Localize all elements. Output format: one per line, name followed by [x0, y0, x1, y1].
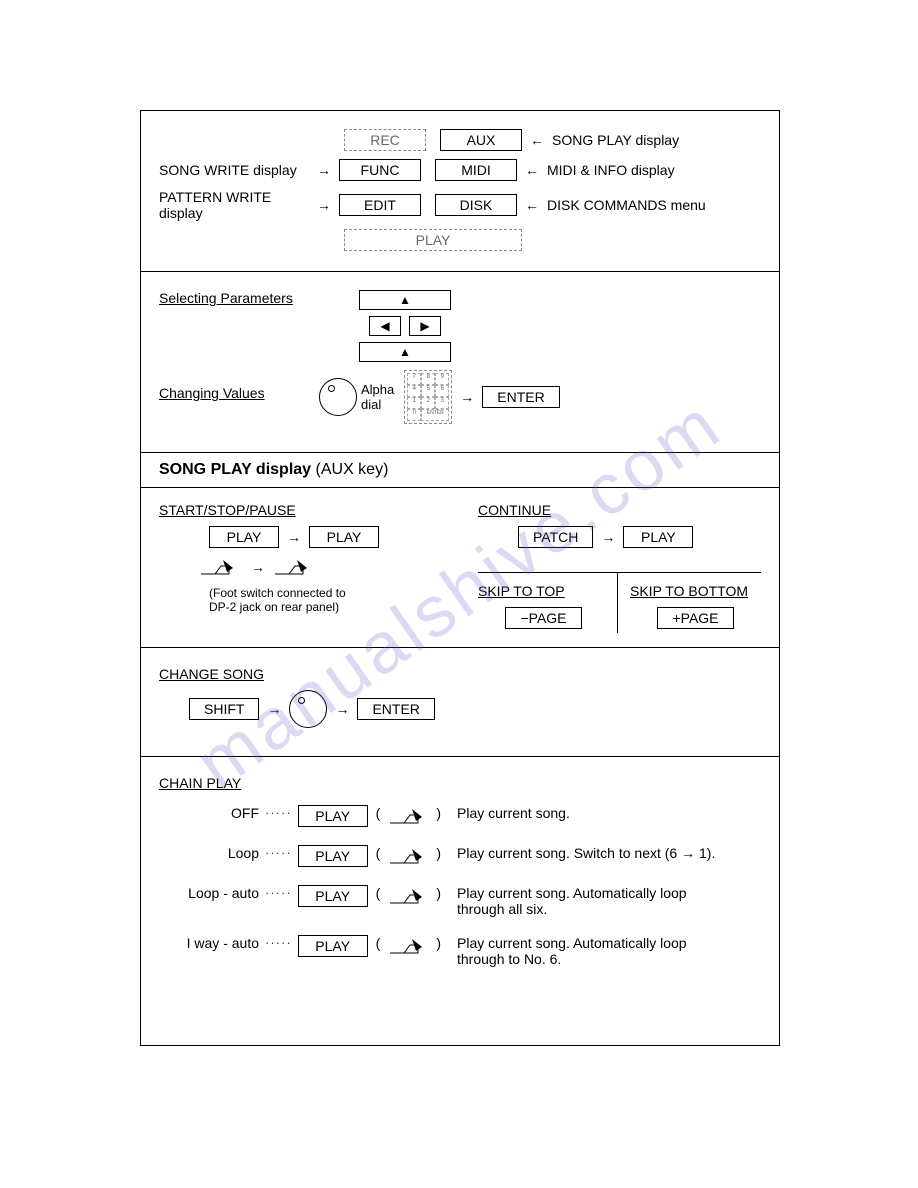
heading-start-stop-pause: START/STOP/PAUSE	[159, 502, 442, 518]
heading-changing-values: Changing Values	[159, 385, 319, 401]
chain-mode-label: OFF	[179, 805, 259, 821]
arrow-right-icon: →	[267, 701, 281, 717]
heading-selecting-params: Selecting Parameters	[159, 290, 359, 306]
section-song-play-header: SONG PLAY display (AUX key)	[141, 453, 779, 488]
footnote-line2: DP-2 jack on rear panel)	[209, 600, 442, 614]
play-button[interactable]: PLAY	[298, 935, 368, 957]
chain-mode-desc: Play current song. Switch to next (6 → 1…	[457, 845, 715, 861]
alpha-dial-icon[interactable]	[289, 690, 327, 728]
play-button[interactable]: PLAY	[298, 845, 368, 867]
label-alpha: Alpha	[361, 382, 394, 397]
chain-mode-desc: Play current song. Automatically loop th…	[457, 935, 717, 967]
heading-skip-to-top: SKIP TO TOP	[478, 583, 609, 599]
minus-page-button[interactable]: −PAGE	[505, 607, 581, 629]
heading-aux-key: (AUX key)	[311, 461, 388, 478]
chain-mode-label: Loop	[179, 845, 259, 861]
enter-button[interactable]: ENTER	[482, 386, 559, 408]
keypad-icon[interactable]: 789 456 123 0ENTER	[404, 370, 452, 424]
chain-mode-desc: Play current song. Automatically loop th…	[457, 885, 717, 917]
enter-button[interactable]: ENTER	[357, 698, 434, 720]
arrow-right-icon: →	[317, 197, 331, 213]
heading-chain-play: CHAIN PLAY	[159, 775, 761, 791]
func-button[interactable]: FUNC	[339, 159, 421, 181]
section-change-song: CHANGE SONG SHIFT → → ENTER	[141, 648, 779, 757]
footswitch-icon	[388, 845, 432, 867]
arrow-left-button[interactable]: ◀	[369, 316, 401, 336]
footswitch-icon	[388, 805, 432, 827]
play-button[interactable]: PLAY	[298, 885, 368, 907]
arrow-right-icon: →	[287, 529, 301, 545]
footswitch-icon	[388, 885, 432, 907]
arrow-left-icon: ←	[525, 162, 539, 178]
manual-page: REC AUX ← SONG PLAY display SONG WRITE d…	[140, 110, 780, 1046]
rec-button[interactable]: REC	[344, 129, 426, 151]
chain-play-row: Loop - auto·····PLAY()Play current song.…	[179, 885, 761, 917]
footnote-line1: (Foot switch connected to	[209, 586, 442, 600]
label-midi-info: MIDI & INFO display	[547, 162, 675, 178]
section-selecting-params: Selecting Parameters ▲ ◀ ▶ ▲ Changing Va…	[141, 272, 779, 453]
label-song-write: SONG WRITE display	[159, 162, 309, 178]
arrow-right-icon: →	[317, 162, 331, 178]
arrow-right-icon: →	[601, 529, 615, 545]
chain-play-row: I way - auto·····PLAY()Play current song…	[179, 935, 761, 967]
section-mode-buttons: REC AUX ← SONG PLAY display SONG WRITE d…	[141, 111, 779, 272]
arrow-right-icon: →	[251, 559, 265, 575]
arrow-down-button[interactable]: ▲	[359, 342, 451, 362]
arrow-right-button[interactable]: ▶	[409, 316, 441, 336]
chain-play-row: OFF·····PLAY()Play current song.	[179, 805, 761, 827]
play-button[interactable]: PLAY	[298, 805, 368, 827]
heading-song-play-display: SONG PLAY display	[159, 461, 311, 478]
midi-button[interactable]: MIDI	[435, 159, 517, 181]
footswitch-icon	[273, 556, 317, 578]
shift-button[interactable]: SHIFT	[189, 698, 259, 720]
label-song-play: SONG PLAY display	[552, 132, 679, 148]
footswitch-icon	[388, 935, 432, 957]
label-disk-cmds: DISK COMMANDS menu	[547, 197, 706, 213]
arrow-left-icon: ←	[525, 197, 539, 213]
play-mode-button[interactable]: PLAY	[344, 229, 522, 251]
heading-continue: CONTINUE	[478, 502, 761, 518]
arrow-up-button[interactable]: ▲	[359, 290, 451, 310]
patch-button[interactable]: PATCH	[518, 526, 593, 548]
chain-mode-desc: Play current song.	[457, 805, 570, 821]
play-button[interactable]: PLAY	[309, 526, 379, 548]
chain-play-row: Loop·····PLAY()Play current song. Switch…	[179, 845, 761, 867]
footswitch-icon	[199, 556, 243, 578]
chain-mode-label: I way - auto	[179, 935, 259, 951]
label-dial: dial	[361, 397, 381, 412]
arrow-right-icon: →	[335, 701, 349, 717]
arrow-right-icon: →	[460, 389, 474, 405]
plus-page-button[interactable]: +PAGE	[657, 607, 733, 629]
section-start-continue: START/STOP/PAUSE PLAY → PLAY → (Foo	[141, 488, 779, 648]
arrow-left-icon: ←	[530, 132, 544, 148]
chain-mode-label: Loop - auto	[179, 885, 259, 901]
edit-button[interactable]: EDIT	[339, 194, 421, 216]
alpha-dial-icon[interactable]	[319, 378, 357, 416]
label-pattern-write: PATTERN WRITE display	[159, 189, 309, 221]
aux-button[interactable]: AUX	[440, 129, 522, 151]
heading-skip-to-bottom: SKIP TO BOTTOM	[630, 583, 761, 599]
section-chain-play: CHAIN PLAY OFF·····PLAY()Play current so…	[141, 757, 779, 1045]
disk-button[interactable]: DISK	[435, 194, 517, 216]
heading-change-song: CHANGE SONG	[159, 666, 761, 682]
play-button[interactable]: PLAY	[623, 526, 693, 548]
play-button[interactable]: PLAY	[209, 526, 279, 548]
